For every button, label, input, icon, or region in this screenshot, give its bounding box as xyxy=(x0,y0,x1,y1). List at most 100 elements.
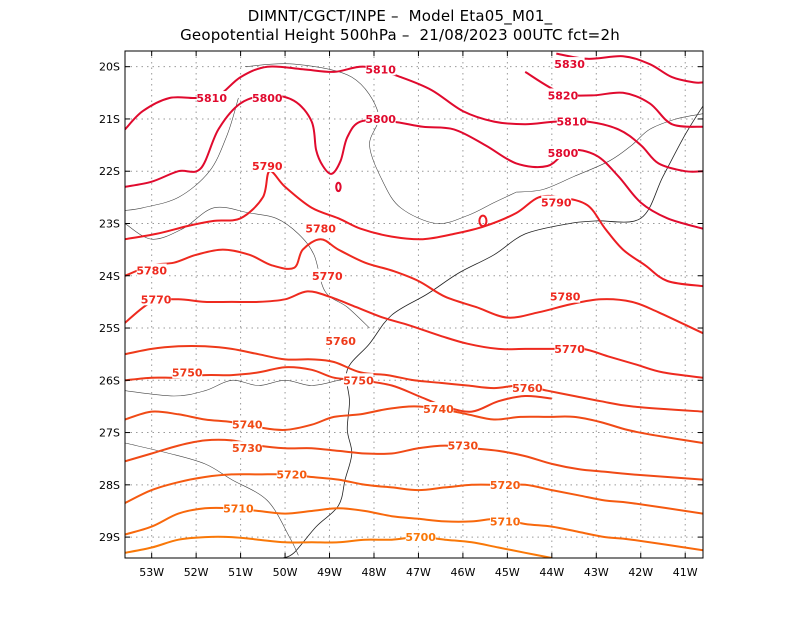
contour-label-bg xyxy=(447,438,478,452)
x-tick-label: 53W xyxy=(139,566,164,579)
contour-label-bg xyxy=(554,341,585,355)
contours xyxy=(125,52,703,558)
contour-label: 5720 xyxy=(276,468,307,481)
contour-labels: 5830 5820 5810 5810 5810 5800 5800 5800 5790 5790… xyxy=(136,57,587,544)
contour-5800 xyxy=(125,94,703,230)
contour-5700 xyxy=(125,535,553,558)
state-border xyxy=(244,63,517,224)
contour-label: 5800 xyxy=(365,113,396,126)
contour-label-bg xyxy=(325,334,356,348)
contour-label: 5790 xyxy=(541,197,572,210)
x-tick-label: 48W xyxy=(362,566,387,579)
y-tick-label: 22S xyxy=(99,165,120,178)
contour-label-bg xyxy=(423,402,454,416)
contour-5720 xyxy=(125,473,703,515)
contour-label-bg xyxy=(365,111,396,125)
contour-label-bg xyxy=(232,417,263,431)
contour-label-bg xyxy=(136,263,167,277)
title-line-2: Geopotential Height 500hPa – 21/08/2023 … xyxy=(180,26,620,44)
contour-label-bg xyxy=(490,514,521,528)
contour-label-bg xyxy=(512,381,543,395)
x-tick-label: 49W xyxy=(317,566,342,579)
contour-label: 5770 xyxy=(554,343,585,356)
contour-label-bg xyxy=(490,477,521,491)
x-tick-label: 50W xyxy=(273,566,298,579)
contour-5790 xyxy=(125,170,703,288)
contour-label-bg xyxy=(554,57,585,71)
contour-label: 5740 xyxy=(232,419,263,432)
contour-label: 5800 xyxy=(252,92,283,105)
contour-label: 5820 xyxy=(548,89,579,102)
x-tick-label: 43W xyxy=(584,566,609,579)
state-border xyxy=(125,97,239,211)
contour-label: 5700 xyxy=(405,531,436,544)
grid xyxy=(125,51,703,558)
contour-label-bg xyxy=(541,195,572,209)
contour-label-bg xyxy=(343,373,374,387)
contour-label-bg xyxy=(405,530,436,544)
contour-label: 5720 xyxy=(490,479,521,492)
contour-label-bg xyxy=(550,289,581,303)
title-line-1: DIMNT/CGCT/INPE – Model Eta05_M01_ xyxy=(247,7,553,25)
x-tick-label: 44W xyxy=(539,566,564,579)
contour-label: 5780 xyxy=(136,265,167,278)
coastline xyxy=(282,105,703,558)
contour-label: 5740 xyxy=(423,403,454,416)
contour-label-bg xyxy=(547,145,578,159)
contour-label: 5790 xyxy=(252,160,283,173)
x-tick-label: 47W xyxy=(406,566,431,579)
closed-contour xyxy=(335,181,342,193)
contour-label: 5760 xyxy=(512,382,543,395)
contour-label: 5770 xyxy=(312,270,343,283)
contour-5770 xyxy=(125,290,703,379)
x-tick-label: 52W xyxy=(184,566,209,579)
contour-label: 5750 xyxy=(172,366,203,379)
closed-contour xyxy=(478,214,488,228)
contour-label: 5780 xyxy=(550,291,581,304)
contour-label-bg xyxy=(547,88,578,102)
y-tick-label: 21S xyxy=(99,113,120,126)
contour-label: 5730 xyxy=(232,442,263,455)
x-tick-label: 42W xyxy=(628,566,653,579)
contour-label-bg xyxy=(141,292,172,306)
y-tick-label: 25S xyxy=(99,322,120,335)
contour-label: 5750 xyxy=(343,374,374,387)
contour-label-bg xyxy=(232,441,263,455)
x-tick-label: 45W xyxy=(495,566,520,579)
contour-5830 xyxy=(556,52,703,84)
state-border xyxy=(125,442,299,556)
y-tick-label: 24S xyxy=(99,270,120,283)
contour-label: 5810 xyxy=(365,63,396,76)
contour-label: 5710 xyxy=(490,515,521,528)
contour-5780 xyxy=(125,238,703,335)
x-tick-label: 51W xyxy=(228,566,253,579)
contour-5760 xyxy=(125,345,703,413)
contour-5730 xyxy=(125,438,703,481)
state-border xyxy=(516,113,703,193)
contour-label: 5800 xyxy=(548,147,579,160)
contour-label-bg xyxy=(556,114,587,128)
y-tick-label: 29S xyxy=(99,531,120,544)
x-tick-label: 41W xyxy=(673,566,698,579)
contour-label: 5810 xyxy=(196,92,227,105)
contour-label: 5760 xyxy=(325,335,356,348)
contour-label-bg xyxy=(365,62,396,76)
contour-label: 5830 xyxy=(554,58,585,71)
contour-label-bg xyxy=(312,268,343,282)
contour-label-bg xyxy=(252,158,283,172)
map-frame xyxy=(124,50,704,559)
contour-5740 xyxy=(125,405,703,444)
y-tick-label: 26S xyxy=(99,374,120,387)
x-tick-label: 46W xyxy=(450,566,475,579)
contour-label: 5810 xyxy=(557,116,588,129)
contour-label-bg xyxy=(252,91,283,105)
contour-5810 xyxy=(125,65,703,173)
contour-label-bg xyxy=(196,91,227,105)
contour-label-bg xyxy=(305,221,336,235)
contour-label: 5710 xyxy=(223,502,254,515)
state-border xyxy=(125,377,350,397)
y-tick-label: 27S xyxy=(99,427,120,440)
y-tick-label: 28S xyxy=(99,479,120,492)
geography xyxy=(125,63,703,558)
